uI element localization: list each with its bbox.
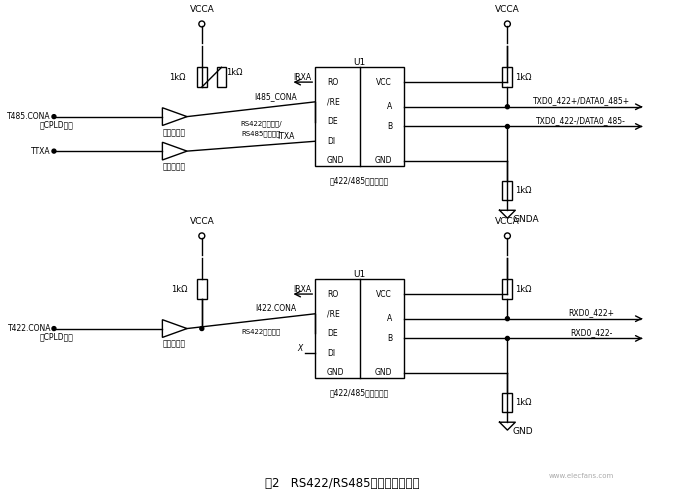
Polygon shape <box>162 320 187 337</box>
Text: ITXA: ITXA <box>277 132 295 141</box>
Text: VCCA: VCCA <box>189 5 214 14</box>
Text: T485.CONA: T485.CONA <box>7 112 51 121</box>
Text: I422.CONA: I422.CONA <box>255 304 297 313</box>
Text: 1kΩ: 1kΩ <box>516 285 532 294</box>
Text: TXD0_422+/DATA0_485+: TXD0_422+/DATA0_485+ <box>532 96 630 105</box>
Text: T422.CONA: T422.CONA <box>7 324 51 333</box>
Text: B: B <box>387 334 392 343</box>
Circle shape <box>504 233 510 239</box>
Text: VCCA: VCCA <box>495 5 520 14</box>
Bar <box>197 279 207 299</box>
Text: A: A <box>387 314 392 323</box>
Text: /RE: /RE <box>327 97 340 106</box>
Text: VCC: VCC <box>376 290 392 298</box>
Text: 1kΩ: 1kΩ <box>226 68 243 77</box>
Text: 由光耦实现: 由光耦实现 <box>162 162 186 171</box>
Text: 1kΩ: 1kΩ <box>171 285 188 294</box>
Text: RS485收发控制: RS485收发控制 <box>241 130 280 137</box>
Text: 图2   RS422/RS485模式切换示意图: 图2 RS422/RS485模式切换示意图 <box>265 477 419 490</box>
Text: RXD0_422-: RXD0_422- <box>570 328 613 337</box>
Polygon shape <box>162 108 187 125</box>
Text: B: B <box>387 122 392 131</box>
Text: 由CPLD实现: 由CPLD实现 <box>39 120 73 129</box>
Text: U1: U1 <box>353 270 366 279</box>
Text: RS422发送控制/: RS422发送控制/ <box>240 120 282 127</box>
Bar <box>503 393 512 412</box>
Text: GNDA: GNDA <box>512 215 539 224</box>
Text: A: A <box>387 102 392 111</box>
Text: GND: GND <box>375 156 392 165</box>
Text: GND: GND <box>327 156 344 165</box>
Circle shape <box>506 105 510 109</box>
Text: 由422/485收发器实现: 由422/485收发器实现 <box>330 176 389 185</box>
Text: GND: GND <box>375 368 392 377</box>
Text: www.elecfans.com: www.elecfans.com <box>549 473 614 479</box>
Text: RO: RO <box>327 290 338 298</box>
Text: 1kΩ: 1kΩ <box>516 73 532 82</box>
Text: X: X <box>298 344 303 353</box>
Circle shape <box>199 233 205 239</box>
Bar <box>503 279 512 299</box>
Text: RXD0_422+: RXD0_422+ <box>568 308 614 318</box>
Circle shape <box>506 337 510 340</box>
Bar <box>503 181 512 201</box>
Text: I485_CONA: I485_CONA <box>254 92 297 101</box>
Text: 1kΩ: 1kΩ <box>516 186 532 195</box>
Circle shape <box>52 149 56 153</box>
Circle shape <box>200 327 204 331</box>
Text: RS422接收控制: RS422接收控制 <box>241 328 280 335</box>
Text: VCCA: VCCA <box>189 217 214 226</box>
Text: /RE: /RE <box>327 309 340 318</box>
Text: DI: DI <box>327 349 335 358</box>
Text: DE: DE <box>327 117 338 126</box>
Text: DE: DE <box>327 329 338 338</box>
Circle shape <box>504 21 510 27</box>
Text: GND: GND <box>327 368 344 377</box>
Text: 由光耦实现: 由光耦实现 <box>162 340 186 349</box>
Text: 1kΩ: 1kΩ <box>170 73 186 82</box>
Bar <box>197 68 207 87</box>
Circle shape <box>506 317 510 321</box>
Bar <box>503 68 512 87</box>
Text: VCC: VCC <box>376 78 392 87</box>
Text: DI: DI <box>327 137 335 146</box>
Text: IRXA: IRXA <box>293 285 311 294</box>
Polygon shape <box>162 142 187 160</box>
Text: U1: U1 <box>353 58 366 67</box>
Circle shape <box>506 124 510 129</box>
Text: 由CPLD实现: 由CPLD实现 <box>39 332 73 341</box>
Circle shape <box>52 114 56 118</box>
Text: GND: GND <box>512 427 533 436</box>
Text: RO: RO <box>327 78 338 87</box>
Circle shape <box>52 327 56 331</box>
Text: VCCA: VCCA <box>495 217 520 226</box>
Text: 由光耦实现: 由光耦实现 <box>162 128 186 137</box>
Text: TXD0_422-/DATA0_485-: TXD0_422-/DATA0_485- <box>537 116 626 125</box>
Text: TTXA: TTXA <box>32 147 51 156</box>
Text: 1kΩ: 1kΩ <box>516 398 532 407</box>
Text: IRXA: IRXA <box>293 73 311 82</box>
Circle shape <box>199 21 205 27</box>
Bar <box>315 68 404 166</box>
Bar <box>315 279 404 378</box>
Bar <box>216 68 226 87</box>
Text: 由422/485收发器实现: 由422/485收发器实现 <box>330 388 389 397</box>
